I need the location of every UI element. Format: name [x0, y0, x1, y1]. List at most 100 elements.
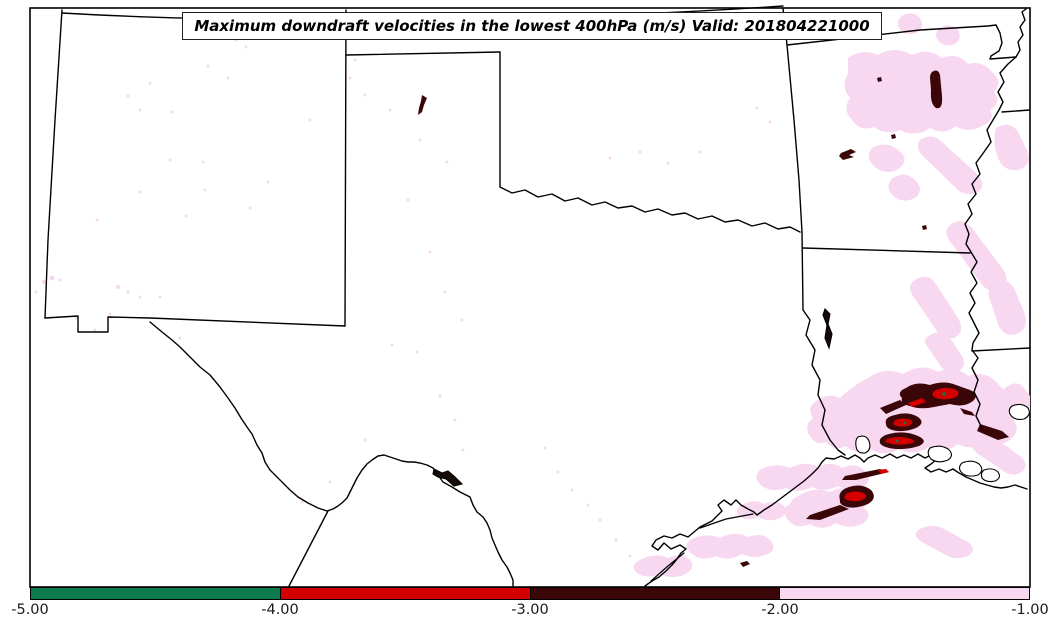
colorbar-segment-3 [779, 588, 1029, 599]
contour-region [972, 436, 1026, 475]
speckle-dot [226, 76, 230, 80]
speckle-dot [428, 250, 432, 254]
contour-region [806, 505, 849, 520]
colorbar [30, 587, 1030, 600]
contour-region [880, 400, 906, 414]
contour-region [930, 70, 943, 109]
contour-region [977, 424, 1009, 440]
speckle-dot [406, 198, 410, 202]
border-nm-south [44, 315, 346, 333]
lake-pontchartrain [1008, 403, 1030, 420]
speckle-dot [34, 290, 38, 294]
speckle-dot [453, 418, 457, 422]
speckle-dot [353, 58, 357, 62]
border-mx-state [288, 510, 329, 587]
border-tx-east [801, 231, 804, 311]
speckle-dot [461, 448, 465, 452]
border-red-river [499, 186, 801, 233]
speckle-dot [266, 180, 270, 184]
contour-region [925, 332, 964, 373]
contour-region [917, 136, 983, 195]
border-ar-la [802, 247, 971, 254]
lake-vermilion [980, 468, 1000, 483]
contour-region [922, 225, 927, 230]
speckle-dots [34, 38, 772, 558]
extreme-downdraft-spots [895, 392, 946, 443]
extreme-downdraft-spot [895, 439, 899, 443]
colorbar-tick-label: -4.00 [261, 602, 299, 618]
contour-region [839, 149, 856, 160]
speckle-dot [608, 156, 612, 160]
contour-region [736, 501, 787, 521]
colorbar-segment-1 [279, 588, 530, 599]
speckle-dot [178, 336, 182, 340]
speckle-dot [308, 118, 312, 122]
speckle-dot [138, 108, 142, 112]
speckle-dot [755, 106, 759, 110]
river-mississippi [964, 56, 1017, 429]
border-nm-west [44, 9, 63, 319]
contour-region [842, 469, 889, 480]
contour-region [893, 418, 913, 427]
river-mississippi-north [1015, 8, 1027, 58]
speckle-dot [49, 275, 55, 281]
contour-region [988, 280, 1026, 335]
speckle-dot [415, 350, 419, 354]
barrier-island-2 [699, 513, 754, 529]
speckle-dot [628, 554, 632, 558]
contour-region [909, 276, 962, 339]
contour-region [885, 437, 915, 445]
speckle-dot [168, 158, 172, 162]
extreme-downdraft-spot [903, 421, 907, 425]
speckle-dot [108, 312, 112, 316]
speckle-dot [138, 190, 142, 194]
border-mo-ar [786, 24, 1017, 60]
contour-region [908, 398, 926, 407]
contour-region [844, 50, 999, 134]
contour-region [844, 491, 867, 502]
speckle-dot [638, 150, 642, 154]
colorbar-segment-0 [31, 588, 280, 599]
contour-region [756, 463, 869, 491]
contour-region [878, 469, 889, 474]
speckle-dot [598, 518, 602, 522]
contour-region [877, 77, 882, 82]
speckle-dot [363, 93, 367, 97]
contour-region [686, 533, 774, 559]
speckle-dot [201, 160, 205, 164]
contour-region [936, 25, 960, 46]
speckle-dot [170, 110, 174, 114]
speckle-dot [148, 81, 152, 85]
contour-region [994, 124, 1029, 171]
speckle-dot [248, 206, 252, 210]
speckle-dot [244, 45, 248, 49]
contour-region [891, 134, 896, 139]
barrier-island-1 [650, 552, 685, 582]
speckle-dot [445, 160, 449, 164]
speckle-dot [158, 295, 162, 299]
speckle-dot [570, 488, 574, 492]
lake-grand-white [958, 460, 983, 477]
speckle-dot [698, 150, 702, 154]
speckle-dot [438, 394, 442, 398]
colorbar-tick-label: -5.00 [11, 602, 49, 618]
speckle-dot [74, 316, 78, 320]
coastline-gulf [644, 453, 1028, 587]
speckle-dot [41, 279, 47, 285]
colorbar-tick-label: -2.00 [761, 602, 799, 618]
colorbar-tick-labels: -5.00 -4.00 -3.00 -2.00 -1.00 [11, 602, 1049, 624]
speckle-dot [556, 470, 560, 474]
contour-region [868, 144, 905, 172]
title-box: Maximum downdraft velocities in the lowe… [182, 12, 882, 40]
speckle-dot [388, 108, 392, 112]
plot-title: Maximum downdraft velocities in the lowe… [194, 17, 870, 35]
contour-region [915, 525, 973, 559]
lake-toledo-bend [822, 307, 833, 350]
lake-calcasieu [927, 445, 953, 463]
speckle-dot [666, 161, 670, 165]
contour-region [740, 561, 750, 567]
river-rio-grande [149, 321, 514, 587]
river-sabine [802, 309, 846, 456]
